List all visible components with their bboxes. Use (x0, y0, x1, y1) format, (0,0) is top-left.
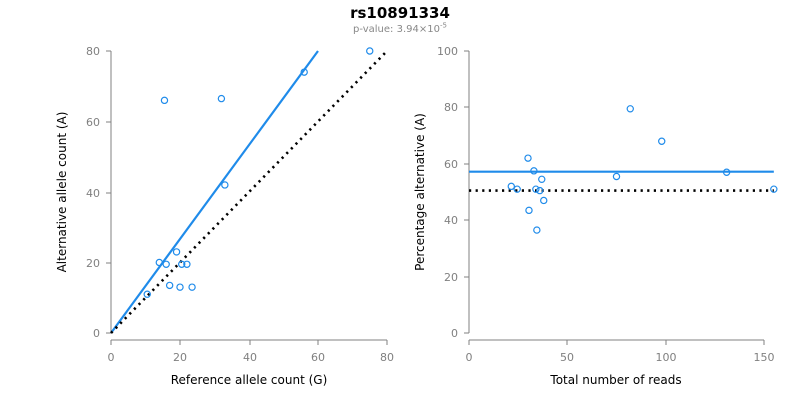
left-x-tick-80: 80 (380, 351, 394, 364)
data-point (513, 185, 521, 193)
right-x-tick-100: 100 (656, 351, 677, 364)
data-point (530, 167, 538, 175)
left-y-tick-labels: 80 60 40 20 0 (86, 45, 100, 340)
left-y-axis-line (106, 50, 112, 334)
data-point (300, 68, 308, 76)
data-point (221, 181, 229, 189)
data-point (540, 196, 548, 205)
data-point (162, 260, 170, 268)
data-point (183, 260, 191, 268)
left-data-points (143, 47, 374, 298)
left-fit-line (110, 50, 319, 334)
data-point (658, 137, 666, 145)
data-point (176, 283, 184, 291)
data-point (532, 185, 540, 193)
right-x-tick-150: 150 (754, 351, 775, 364)
left-reference-line (110, 50, 388, 334)
data-point (612, 172, 621, 181)
left-panel: 80 60 40 20 0 0 20 40 60 80 Reference al… (55, 45, 394, 387)
right-x-axis-title: Total number of reads (549, 373, 681, 387)
right-panel: 100 80 60 40 20 0 0 50 100 150 Total num… (413, 45, 778, 387)
data-point (538, 175, 546, 184)
left-x-tick-0: 0 (108, 351, 115, 364)
left-x-axis-title: Reference allele count (G) (171, 373, 328, 387)
right-y-tick-0: 0 (451, 327, 458, 340)
right-y-tick-80: 80 (444, 101, 458, 114)
right-y-tick-40: 40 (444, 214, 458, 227)
right-y-tick-labels: 100 80 60 40 20 0 (437, 45, 458, 340)
data-point (178, 260, 186, 268)
left-x-tick-20: 20 (173, 351, 187, 364)
right-x-tick-0: 0 (466, 351, 473, 364)
right-data-points (507, 105, 778, 234)
left-x-axis-line (110, 339, 388, 345)
right-x-axis-line (468, 339, 765, 345)
left-x-tick-40: 40 (243, 351, 257, 364)
data-point (536, 186, 544, 195)
data-point (525, 206, 533, 215)
data-point (366, 47, 374, 55)
right-y-tick-60: 60 (444, 158, 458, 171)
data-point (533, 226, 541, 234)
right-y-axis-title: Percentage alternative (A) (413, 113, 427, 271)
data-point (217, 94, 226, 103)
data-point (626, 105, 634, 113)
left-trend-lines (110, 50, 388, 334)
data-point (507, 182, 515, 191)
left-x-tick-60: 60 (311, 351, 325, 364)
data-point (188, 283, 196, 291)
data-point (524, 154, 532, 162)
data-point (155, 258, 163, 267)
left-y-tick-80: 80 (86, 45, 100, 58)
right-y-tick-100: 100 (437, 45, 458, 58)
data-point (143, 290, 151, 298)
data-point (722, 168, 731, 176)
right-x-tick-labels: 0 50 100 150 (466, 351, 775, 364)
right-y-tick-20: 20 (444, 271, 458, 284)
left-y-tick-40: 40 (86, 187, 100, 200)
left-y-axis-title: Alternative allele count (A) (55, 112, 69, 273)
data-point (165, 281, 174, 290)
right-x-tick-50: 50 (560, 351, 574, 364)
right-y-axis-line (464, 50, 470, 334)
left-y-tick-60: 60 (86, 116, 100, 129)
left-y-tick-0: 0 (93, 327, 100, 340)
data-point (770, 185, 778, 193)
data-point (172, 248, 181, 256)
left-y-tick-20: 20 (86, 257, 100, 270)
data-point (160, 96, 169, 105)
left-x-tick-labels: 0 20 40 60 80 (108, 351, 395, 364)
